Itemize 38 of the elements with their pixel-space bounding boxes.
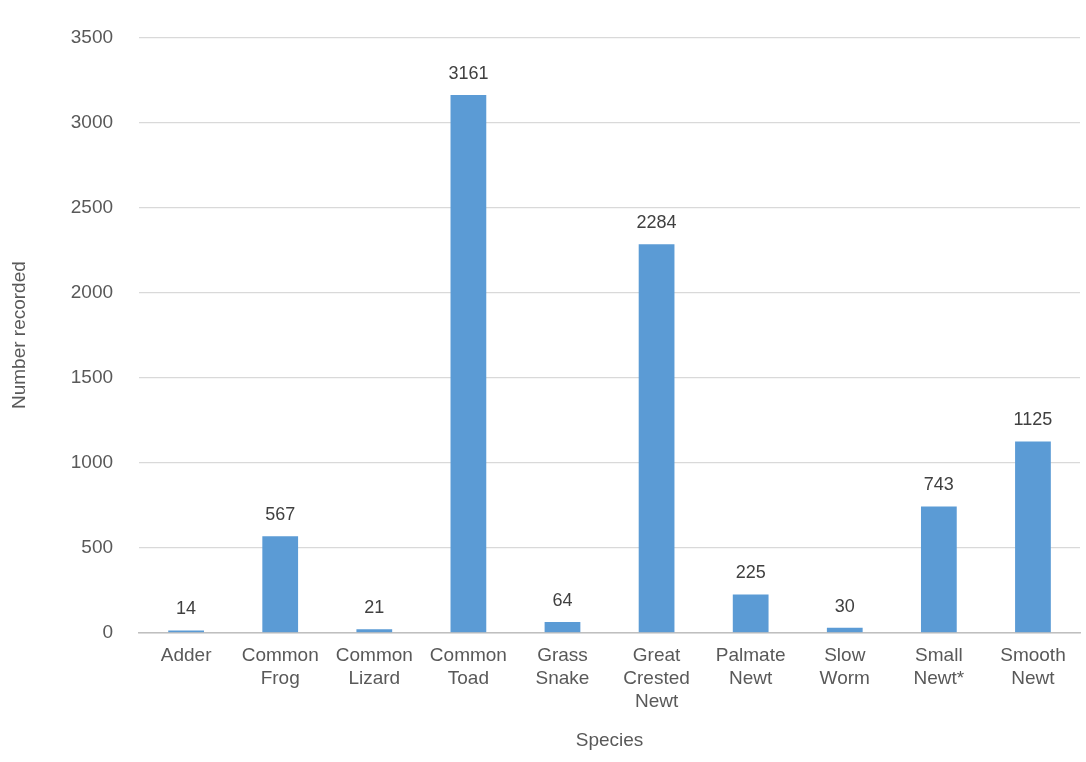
data-label: 1125 [1013, 409, 1053, 430]
bar [920, 506, 957, 633]
data-label: 567 [265, 504, 296, 525]
y-tick-label: 500 [81, 535, 114, 557]
data-label: 2284 [636, 212, 677, 233]
y-tick-label: 1500 [70, 365, 114, 387]
y-tick-label: 3500 [70, 25, 114, 47]
bar [732, 594, 769, 633]
data-label: 225 [735, 562, 766, 583]
y-tick-label: 3000 [70, 110, 114, 132]
data-label: 14 [176, 598, 197, 619]
data-label: 64 [552, 589, 573, 610]
x-tick-label: Palmate Newt [715, 644, 786, 689]
data-label: 743 [923, 474, 954, 495]
x-tick-label: Common Lizard [335, 644, 413, 689]
x-tick-label: Common Frog [241, 644, 319, 689]
bar [1015, 441, 1051, 633]
x-tick-label: Slow Worm [819, 644, 870, 689]
x-tick-label: Smooth Newt [1000, 644, 1066, 689]
y-tick-label: 0 [102, 621, 114, 643]
bar [638, 244, 675, 633]
x-tick-label: Grass Snake [535, 644, 590, 689]
x-tick-label: Adder [160, 644, 213, 666]
data-label: 3161 [448, 63, 489, 84]
y-tick-label: 2000 [70, 280, 114, 302]
data-label: 21 [364, 597, 385, 618]
y-tick-label: 1000 [70, 450, 114, 472]
bar [544, 621, 581, 633]
x-tick-label: Small Newt* [913, 644, 965, 689]
data-label: 30 [834, 595, 855, 616]
bar [450, 95, 487, 633]
y-tick-label: 2500 [70, 195, 114, 217]
x-tick-label: Common Toad [429, 644, 507, 689]
x-axis-title: Species [575, 728, 644, 750]
bar [262, 536, 299, 633]
y-axis-title: Number recorded [7, 261, 29, 410]
bar [356, 629, 393, 633]
x-tick-label: Great Crested Newt [623, 644, 690, 712]
